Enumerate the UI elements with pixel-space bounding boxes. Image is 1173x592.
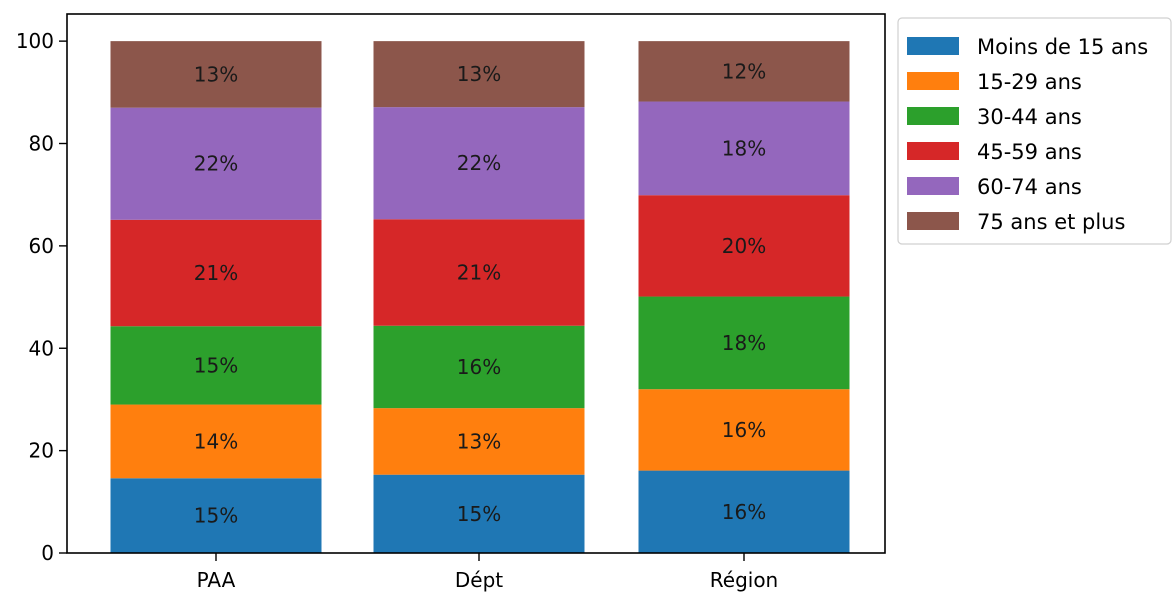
bar-segment-2-3: [638, 195, 850, 297]
y-tick-label: 0: [41, 541, 54, 565]
y-tick-label: 20: [29, 439, 54, 463]
y-axis: 0 20 40 60 80 100: [16, 29, 67, 565]
bar-data-label: 16%: [722, 500, 766, 524]
bar-segment-1-3: [373, 219, 585, 326]
bar-data-label: 12%: [722, 59, 766, 83]
bar-segment-2-5: [638, 41, 850, 102]
bar-data-label: 18%: [722, 136, 766, 160]
legend-entry-label: 75 ans et plus: [977, 210, 1125, 234]
bar-segment-1-1: [373, 408, 585, 475]
bar-data-label: 13%: [194, 62, 238, 86]
bar-data-label: 15%: [194, 504, 238, 528]
legend-swatch: [907, 212, 959, 230]
legend-entry-label: 30-44 ans: [977, 105, 1082, 129]
y-tick-label: 40: [29, 336, 54, 360]
bars-layer: [110, 41, 850, 553]
legend-frame: [897, 17, 1172, 245]
legend-swatch: [907, 177, 959, 195]
legend-entry-label: Moins de 15 ans: [977, 35, 1148, 59]
bar-data-label: 15%: [457, 502, 501, 526]
legend-swatch: [907, 37, 959, 55]
bar-segment-1-5: [373, 41, 585, 108]
x-tick-label: Région: [710, 568, 778, 592]
bar-segment-0-1: [110, 404, 322, 479]
bar-segment-0-2: [110, 326, 322, 405]
bar-segment-2-2: [638, 296, 850, 390]
bar-data-label: 15%: [194, 353, 238, 377]
x-axis: PAA Dépt Région: [197, 553, 778, 592]
bar-segment-1-2: [373, 325, 585, 409]
legend: Moins de 15 ans 15-29 ans 30-44 ans 45-59 a…: [897, 17, 1172, 245]
bar-segment-0-3: [110, 219, 322, 327]
y-tick-label: 100: [16, 29, 54, 53]
bar-segment-1-4: [373, 107, 585, 220]
bar-data-label: 21%: [457, 260, 501, 284]
bar-data-label: 21%: [194, 261, 238, 285]
bar-data-label: 13%: [457, 429, 501, 453]
bar-segment-0-4: [110, 107, 322, 220]
x-tick-label: PAA: [197, 568, 236, 592]
bar-labels-layer: 15% 14% 15% 21% 22% 13% 15% 13% 16% 21% 22% 13% 16% 1…: [194, 59, 766, 527]
bar-segment-0-5: [110, 41, 322, 108]
legend-entry-label: 15-29 ans: [977, 70, 1082, 94]
bar-data-label: 22%: [194, 152, 238, 176]
bar-data-label: 20%: [722, 234, 766, 258]
bar-data-label: 16%: [457, 355, 501, 379]
y-tick-label: 60: [29, 234, 54, 258]
legend-entry-label: 60-74 ans: [977, 175, 1082, 199]
legend-swatch: [907, 107, 959, 125]
bar-data-label: 18%: [722, 331, 766, 355]
legend-entry-label: 45-59 ans: [977, 140, 1082, 164]
legend-swatch: [907, 142, 959, 160]
bar-segment-1-0: [373, 474, 585, 553]
x-tick-label: Dépt: [455, 568, 503, 592]
bar-data-label: 16%: [722, 418, 766, 442]
bar-segment-0-0: [110, 478, 322, 553]
bar-segment-2-1: [638, 389, 850, 471]
y-tick-label: 80: [29, 132, 54, 156]
plot-frame: [66, 13, 886, 554]
bar-segment-2-4: [638, 101, 850, 196]
legend-swatch: [907, 72, 959, 90]
bar-data-label: 22%: [457, 151, 501, 175]
bar-data-label: 13%: [457, 62, 501, 86]
bar-segment-2-0: [638, 470, 850, 553]
bar-data-label: 14%: [194, 429, 238, 453]
